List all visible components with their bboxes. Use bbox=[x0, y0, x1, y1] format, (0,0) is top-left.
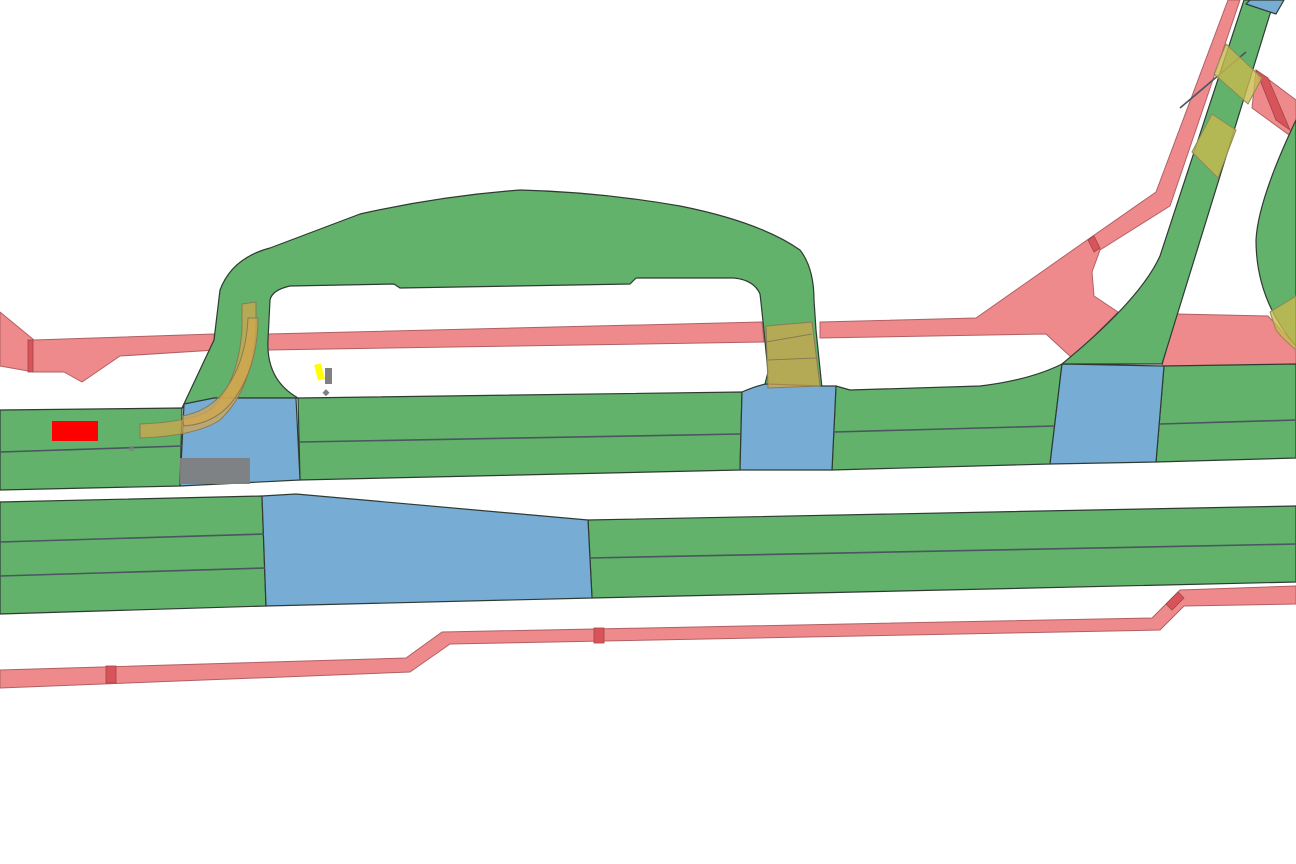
lane-line bbox=[0, 445, 183, 453]
loop-road bbox=[181, 189, 823, 409]
crosswalk-diagonal-upper bbox=[1213, 43, 1263, 105]
pedestrian-dot[interactable] bbox=[129, 446, 134, 451]
traffic-light-pole bbox=[325, 368, 332, 384]
sidewalk-diagonal bbox=[1089, 0, 1241, 251]
lane-line bbox=[0, 533, 265, 543]
crosswalk-diagonal-lower bbox=[1191, 113, 1237, 179]
lane-line bbox=[0, 567, 266, 577]
upper-road-seg3 bbox=[831, 363, 1063, 471]
diagonal-road bbox=[1061, 0, 1279, 365]
upper-road-seg2 bbox=[297, 391, 743, 481]
junction-lower bbox=[261, 493, 593, 607]
sidewalk-marker bbox=[1255, 68, 1291, 132]
upper-road-seg4 bbox=[1155, 363, 1296, 463]
sidewalk-marker bbox=[105, 665, 117, 684]
sidewalk-marker bbox=[1165, 591, 1185, 611]
junction-mid bbox=[739, 383, 837, 471]
sidewalk-marker bbox=[1087, 235, 1101, 253]
junction-right bbox=[1049, 363, 1165, 465]
lane-line bbox=[1159, 419, 1296, 425]
sidewalk-marker bbox=[593, 627, 605, 644]
sidewalk-upper-right bbox=[819, 237, 1119, 359]
lane-line bbox=[589, 543, 1296, 559]
crosswalk-divider bbox=[765, 333, 813, 343]
crosswalk-curved-inner bbox=[181, 317, 259, 427]
sidewalk-lower bbox=[0, 585, 1296, 689]
crosswalk-mid bbox=[765, 321, 821, 389]
crosswalk-divider bbox=[767, 357, 817, 361]
lower-road-right bbox=[587, 505, 1296, 599]
sidewalk-upper-left bbox=[0, 311, 217, 383]
sidewalk-marker bbox=[27, 339, 34, 373]
lower-road-left bbox=[0, 495, 267, 615]
ego-vehicle[interactable] bbox=[52, 421, 98, 441]
sidewalk-upper-mid bbox=[267, 321, 765, 351]
traffic-light-base bbox=[322, 389, 330, 397]
traffic-light-yellow[interactable] bbox=[314, 363, 325, 381]
lane-line bbox=[299, 433, 741, 443]
parked-vehicle[interactable] bbox=[180, 458, 250, 484]
junction-top-right bbox=[1245, 0, 1285, 15]
lane-line bbox=[833, 425, 1055, 433]
